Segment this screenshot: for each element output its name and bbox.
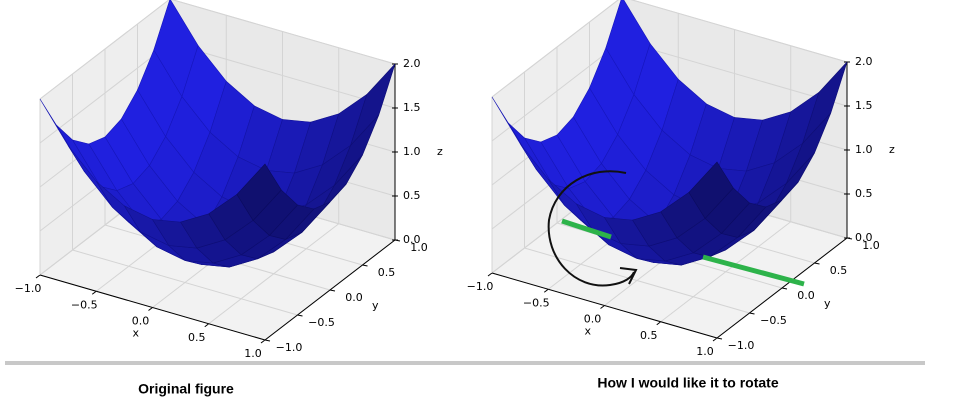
annotation bbox=[547, 170, 805, 287]
tick-mark bbox=[264, 339, 271, 342]
z-tick-label: 1.5 bbox=[855, 99, 873, 112]
tick-mark bbox=[749, 312, 755, 315]
surface-plot: −1.0−0.50.00.51.0 −1.0−0.50.00.51.00.00.5… bbox=[467, 0, 895, 358]
z-tick-label: 0.0 bbox=[403, 233, 421, 246]
caption: How I would like it to rotate bbox=[597, 375, 778, 391]
rotation-axis bbox=[702, 254, 805, 287]
axis-line bbox=[716, 237, 848, 339]
y-tick-label: −1.0 bbox=[728, 339, 755, 352]
grid-line bbox=[621, 40, 848, 107]
z-axis-label: z bbox=[437, 145, 443, 158]
y-tick-label: −0.5 bbox=[308, 316, 335, 329]
x-tick-label: −1.0 bbox=[467, 280, 494, 293]
z-axis-label: z bbox=[889, 143, 895, 156]
tick-mark bbox=[781, 287, 788, 290]
rotation-arrow bbox=[547, 170, 635, 287]
surface-facet bbox=[688, 161, 734, 219]
tick-mark bbox=[260, 339, 266, 344]
grid-line bbox=[524, 247, 750, 314]
tick-mark bbox=[656, 321, 662, 326]
tick-mark bbox=[600, 305, 605, 309]
grid-line bbox=[39, 0, 170, 100]
grid-line bbox=[39, 42, 171, 144]
x-tick-label: 1.0 bbox=[696, 345, 714, 358]
z-tick-label: 0.5 bbox=[403, 189, 421, 202]
x-tick-label: −1.0 bbox=[15, 282, 42, 295]
tick-mark bbox=[543, 288, 549, 293]
grid-line bbox=[171, 0, 396, 65]
axis-line bbox=[491, 272, 718, 339]
tick-mark bbox=[814, 262, 820, 265]
z-tick-label: 2.0 bbox=[855, 55, 873, 68]
y-tick-label: 0.0 bbox=[345, 291, 363, 304]
z-tick-label: 0.0 bbox=[855, 231, 873, 244]
surface-facet bbox=[236, 163, 282, 221]
plots: −1.0−0.50.00.51.0 −1.0−0.50.00.51.00.00.5… bbox=[15, 0, 895, 360]
caption: Original figure bbox=[138, 381, 234, 397]
arrow-head bbox=[619, 267, 638, 285]
tick-mark bbox=[712, 337, 718, 342]
z-tick-label: 1.0 bbox=[403, 145, 421, 158]
grid-line bbox=[491, 0, 619, 98]
y-tick-label: 1.0 bbox=[410, 241, 428, 254]
x-tick-label: 0.0 bbox=[584, 313, 602, 326]
y-axis-label: y bbox=[372, 299, 379, 312]
x-tick-label: −0.5 bbox=[71, 298, 98, 311]
y-axis-label: y bbox=[824, 297, 831, 310]
tick-mark bbox=[297, 314, 303, 317]
y-tick-label: −0.5 bbox=[760, 314, 787, 327]
z-tick-label: 1.5 bbox=[403, 101, 421, 114]
tick-mark bbox=[329, 289, 336, 292]
x-tick-label: 0.5 bbox=[640, 329, 658, 342]
grid-line bbox=[169, 42, 396, 109]
grid-line bbox=[630, 0, 848, 63]
z-tick-label: 2.0 bbox=[403, 57, 421, 70]
tick-mark bbox=[148, 307, 153, 311]
z-tick-label: 1.0 bbox=[855, 143, 873, 156]
tick-mark bbox=[487, 272, 493, 277]
tick-mark bbox=[716, 337, 723, 340]
axis-line bbox=[39, 274, 266, 341]
x-tick-label: 0.5 bbox=[188, 331, 206, 344]
axis-line bbox=[264, 239, 396, 341]
x-tick-label: −0.5 bbox=[523, 296, 550, 309]
grid-line bbox=[491, 40, 623, 142]
y-tick-label: 0.5 bbox=[378, 266, 396, 279]
tick-mark bbox=[362, 264, 368, 267]
rotation-axis bbox=[561, 218, 612, 240]
x-axis-label: x bbox=[585, 325, 592, 338]
x-tick-label: 1.0 bbox=[244, 347, 262, 360]
surface-plot: −1.0−0.50.00.51.0 −1.0−0.50.00.51.00.00.5… bbox=[15, 0, 443, 360]
x-axis-label: x bbox=[133, 327, 140, 340]
y-tick-label: 0.5 bbox=[830, 264, 848, 277]
tick-mark bbox=[91, 290, 97, 295]
y-tick-label: −1.0 bbox=[276, 341, 303, 354]
grid-line bbox=[72, 249, 298, 316]
tick-mark bbox=[204, 323, 210, 328]
z-tick-label: 0.5 bbox=[855, 187, 873, 200]
tick-mark bbox=[35, 274, 41, 279]
x-tick-label: 0.0 bbox=[132, 315, 150, 328]
y-tick-label: 1.0 bbox=[862, 239, 880, 252]
y-tick-label: 0.0 bbox=[797, 289, 815, 302]
